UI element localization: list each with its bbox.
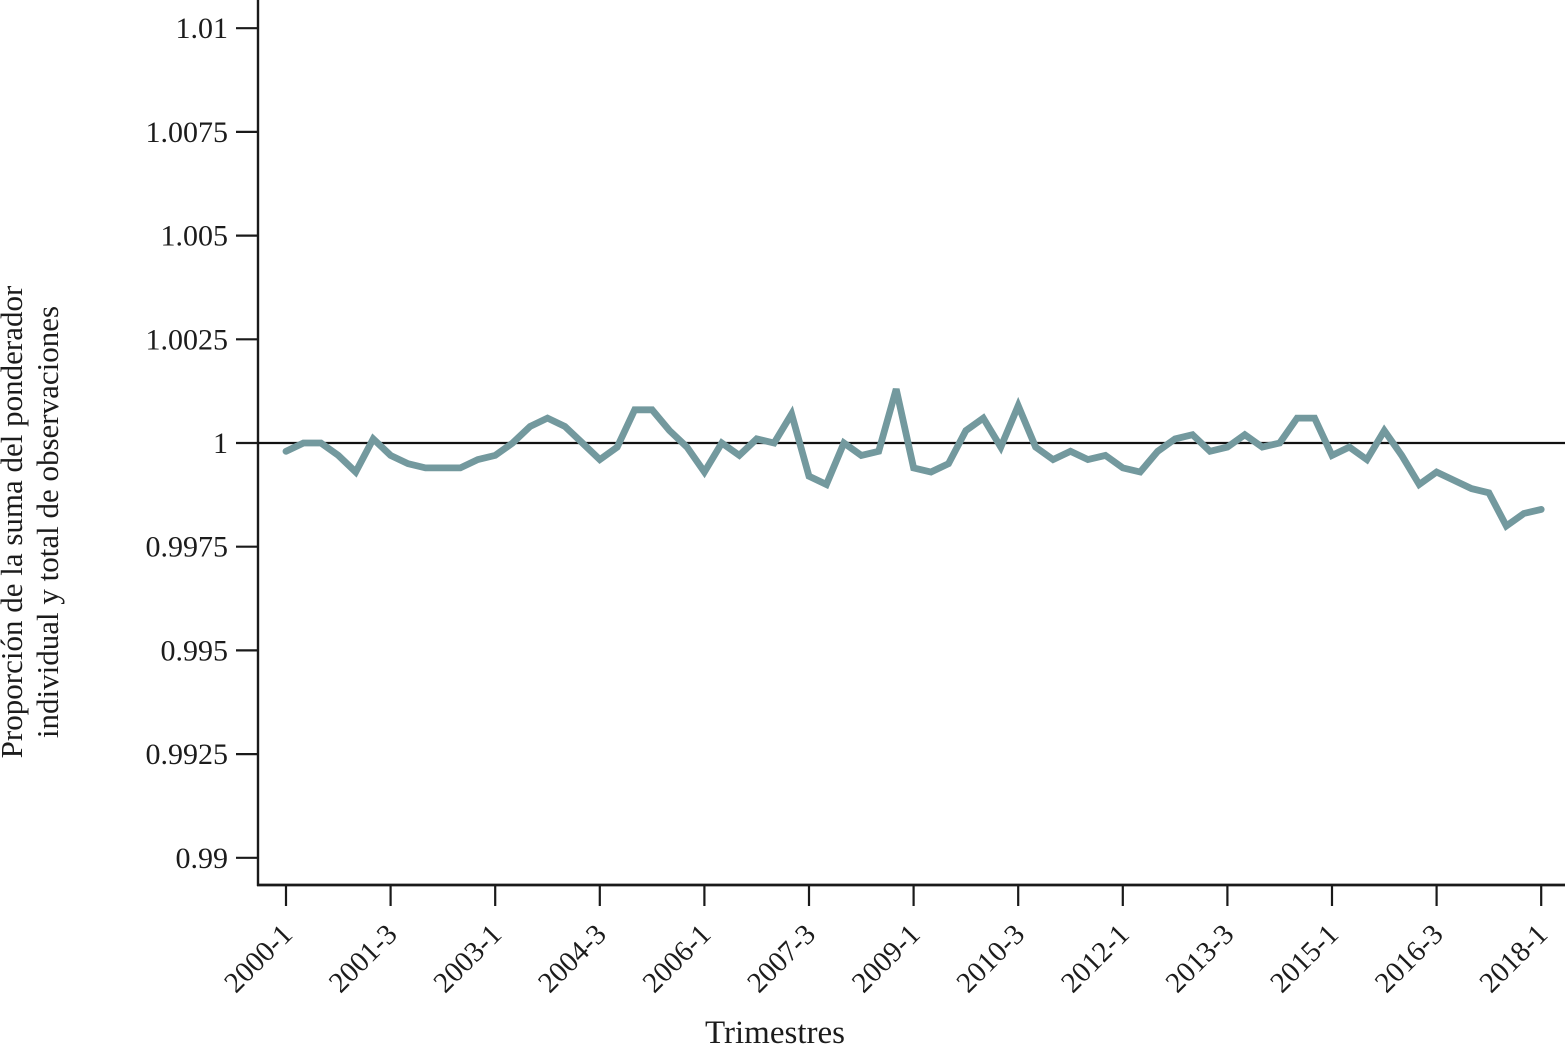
y-tick-label: 0.995	[161, 634, 229, 667]
x-tick-label: 2013-3	[1160, 918, 1241, 999]
x-tick-label: 2015-1	[1264, 918, 1345, 999]
axes-layer: 0.99 0.9925 0.995 0.9975 1 1.0025 1.005 1.0075 1…	[146, 0, 1565, 999]
x-axis-title: Trimestres	[705, 1015, 845, 1051]
x-tick-label: 2004-3	[532, 918, 613, 999]
x-tick-label: 2000-1	[218, 918, 299, 999]
y-tick-label: 0.99	[176, 842, 229, 875]
y-tick-label: 1.01	[176, 12, 229, 45]
x-tick-label: 2012-1	[1055, 918, 1136, 999]
x-tick-label: 2007-3	[741, 918, 822, 999]
y-tick-label: 0.9925	[146, 738, 229, 771]
y-axis-title-line-2: individual y total de observaciones	[30, 306, 65, 738]
y-tick-label: 1.0025	[146, 323, 229, 356]
x-tick-label: 2006-1	[637, 918, 718, 999]
y-axis-title-line-1: Proporción de la suma del ponderador	[0, 285, 29, 758]
x-tick-label: 2003-1	[427, 918, 508, 999]
series-layer	[282, 388, 1545, 532]
y-tick-label: 1.005	[161, 220, 229, 253]
x-tick-label: 2009-1	[846, 918, 927, 999]
y-tick-label: 1	[213, 427, 228, 460]
y-tick-label: 1.0075	[146, 116, 229, 149]
x-tick-label: 2010-3	[950, 918, 1031, 999]
data-line	[282, 388, 1545, 532]
x-tick-label: 2016-3	[1369, 918, 1450, 999]
x-tick-label: 2001-3	[323, 918, 404, 999]
y-tick-label: 0.9975	[146, 531, 229, 564]
x-tick-label: 2018-1	[1473, 918, 1554, 999]
